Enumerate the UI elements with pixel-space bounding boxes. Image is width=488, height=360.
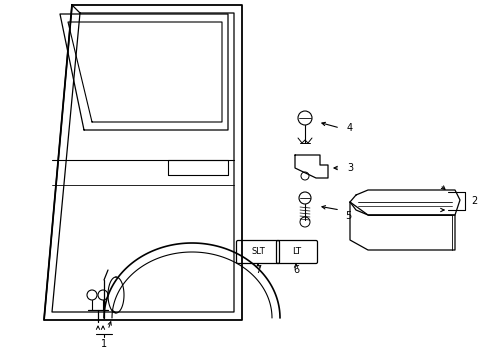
Text: 1: 1 — [101, 339, 107, 349]
Text: LT: LT — [292, 248, 301, 256]
Text: 4: 4 — [346, 123, 352, 133]
Text: 5: 5 — [344, 211, 350, 221]
Text: 3: 3 — [346, 163, 352, 173]
Text: 6: 6 — [292, 265, 299, 275]
Text: SLT: SLT — [251, 248, 264, 256]
Text: 7: 7 — [254, 265, 261, 275]
Text: 2: 2 — [470, 196, 476, 206]
